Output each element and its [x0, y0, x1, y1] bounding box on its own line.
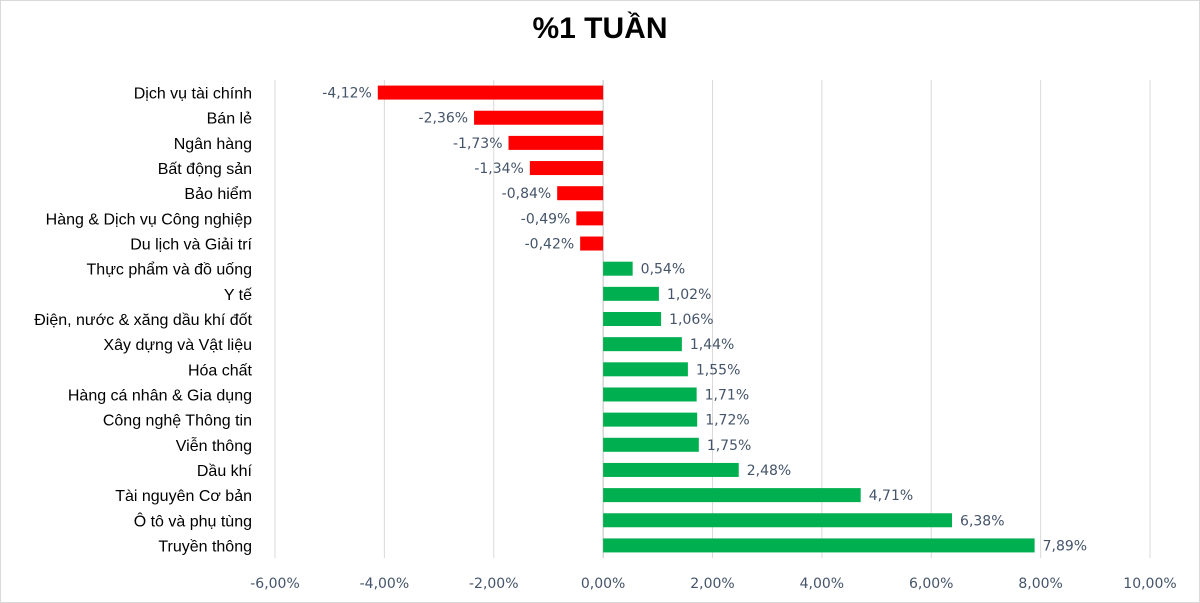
data-label: -2,36%	[419, 111, 469, 127]
data-label: 1,71%	[705, 387, 749, 403]
category-label: Hàng & Dịch vụ Công nghiệp	[46, 211, 252, 228]
category-label: Du lịch và Giải trí	[130, 237, 252, 254]
category-label: Điện, nước & xăng dầu khí đốt	[34, 312, 252, 329]
data-label: -4,12%	[322, 86, 372, 102]
data-label: 1,72%	[705, 413, 749, 429]
data-label: 1,75%	[707, 438, 751, 454]
bar	[529, 161, 604, 176]
category-label: Dầu khí	[197, 463, 253, 480]
data-label: -1,73%	[453, 136, 503, 152]
category-label: Y tế	[224, 287, 252, 304]
bar	[576, 211, 604, 226]
bar	[603, 261, 633, 276]
x-tick-label: 6,00%	[909, 576, 953, 592]
data-label: 1,55%	[696, 362, 740, 378]
category-label: Công nghệ Thông tin	[103, 413, 252, 430]
bar	[603, 312, 662, 326]
x-tick-label: -6,00%	[250, 576, 300, 592]
data-label: -0,49%	[521, 211, 571, 227]
x-tick-label: 10,00%	[1123, 576, 1176, 592]
bar	[603, 437, 699, 452]
data-label: 1,02%	[667, 287, 711, 303]
x-tick-label: 8,00%	[1018, 576, 1062, 592]
bars	[377, 85, 1035, 553]
bar	[603, 538, 1035, 553]
category-label: Bất động sản	[158, 161, 252, 178]
category-labels: Dịch vụ tài chính Bán lẻ Ngân hàng Bất động…	[34, 86, 252, 556]
x-tick-label: -4,00%	[360, 576, 410, 592]
value-labels: -4,12% -2,36% -1,73% -1,34% -0,84% -0,49% -0,4…	[322, 86, 1087, 555]
x-tick-label: 4,00%	[800, 576, 844, 592]
x-tick-label: -2,00%	[469, 576, 519, 592]
data-label: 0,54%	[641, 262, 685, 278]
data-label: -0,84%	[502, 186, 552, 202]
bar	[580, 236, 604, 251]
category-label: Bảo hiểm	[184, 185, 252, 203]
bar	[474, 110, 604, 125]
bar	[603, 286, 659, 301]
category-label: Hóa chất	[188, 362, 253, 379]
data-label: 6,38%	[960, 513, 1004, 529]
data-label: 4,71%	[869, 488, 913, 504]
bar	[603, 462, 739, 477]
x-tick-label: 2,00%	[690, 576, 734, 592]
x-tick-label: 0,00%	[581, 576, 625, 592]
bar	[603, 362, 688, 377]
category-label: Ô tô và phụ tùng	[134, 511, 252, 530]
category-label: Truyền thông	[158, 538, 252, 555]
category-label: Bán lẻ	[207, 111, 252, 128]
category-label: Tài nguyên Cơ bản	[115, 488, 252, 505]
category-label: Hàng cá nhân & Gia dụng	[68, 387, 252, 404]
data-label: -1,34%	[474, 161, 524, 177]
grid-lines	[274, 80, 1151, 558]
x-axis-tick-labels: -6,00% -4,00% -2,00% 0,00% 2,00% 4,00% 6,00% 8,…	[250, 576, 1176, 592]
data-label: 7,89%	[1043, 538, 1087, 554]
category-label: Viễn thông	[176, 436, 252, 455]
bar	[603, 488, 861, 503]
data-label: 1,44%	[690, 337, 734, 353]
data-label: -0,42%	[525, 237, 575, 253]
category-label: Dịch vụ tài chính	[134, 86, 252, 103]
bar	[508, 135, 604, 150]
bar	[557, 186, 604, 201]
chart-title: %1 TUẦN	[532, 12, 668, 45]
bar	[603, 513, 953, 528]
bar	[603, 412, 698, 427]
category-label: Xây dựng và Vật liệu	[103, 337, 252, 354]
bar	[377, 85, 604, 100]
category-label: Ngân hàng	[174, 136, 252, 153]
bar	[603, 337, 682, 352]
bar	[603, 387, 697, 402]
data-label: 2,48%	[747, 463, 791, 479]
data-label: 1,06%	[669, 312, 713, 328]
category-label: Thực phẩm và đồ uống	[87, 261, 252, 279]
